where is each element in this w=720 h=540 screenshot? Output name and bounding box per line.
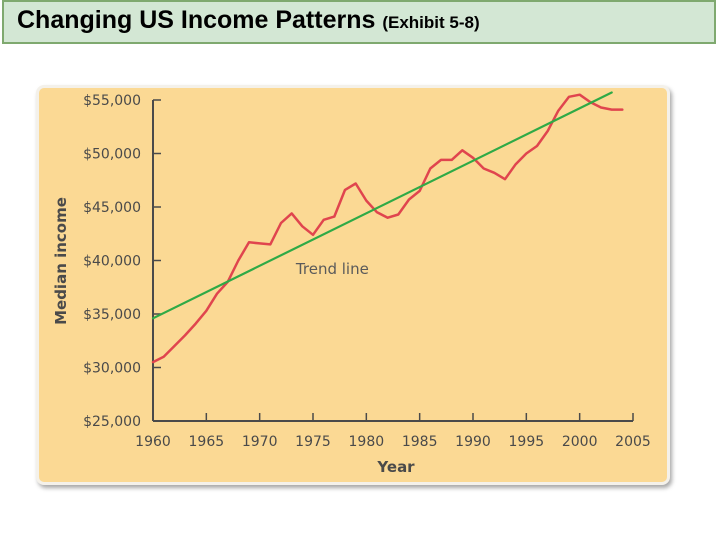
- label-layer: $25,000 $30,000 $35,000 $40,000 $45,000 $50,0…: [52, 93, 651, 476]
- x-axis-title: Year: [376, 458, 415, 476]
- x-tick-label: 1970: [242, 434, 278, 450]
- y-tick-label: $25,000: [83, 414, 141, 430]
- median-income-series-line: [151, 93, 624, 364]
- x-tick-label: 1965: [189, 434, 225, 450]
- x-tick-label: 1985: [402, 434, 438, 450]
- x-tick-label: 2000: [562, 434, 598, 450]
- x-tick-label: 2005: [615, 434, 651, 450]
- y-tick-label: $45,000: [83, 200, 141, 216]
- y-tick-label: $30,000: [83, 361, 141, 377]
- trend-line-annotation: Trend line: [295, 260, 369, 278]
- y-tick-label: $40,000: [83, 254, 141, 270]
- slide-title-bar: Changing US Income Patterns (Exhibit 5-8…: [2, 0, 716, 44]
- slide-title: Changing US Income Patterns (Exhibit 5-8…: [17, 6, 480, 35]
- trend-series-line: [151, 91, 613, 320]
- x-tick-label: 1990: [455, 434, 491, 450]
- axes-layer: [152, 99, 634, 422]
- x-tick-label: 1975: [295, 434, 331, 450]
- slide-title-subtitle: (Exhibit 5-8): [382, 13, 480, 32]
- series-layer: [151, 91, 624, 364]
- x-tick-label: 1960: [135, 434, 171, 450]
- y-tick-label: $35,000: [83, 307, 141, 323]
- y-tick-label: $50,000: [83, 147, 141, 163]
- y-tick-label: $55,000: [83, 93, 141, 109]
- slide-title-main: Changing US Income Patterns: [17, 6, 376, 34]
- x-tick-label: 1980: [349, 434, 385, 450]
- x-tick-label: 1995: [509, 434, 545, 450]
- y-axis-title: Median income: [52, 197, 70, 325]
- chart-panel: [36, 85, 670, 485]
